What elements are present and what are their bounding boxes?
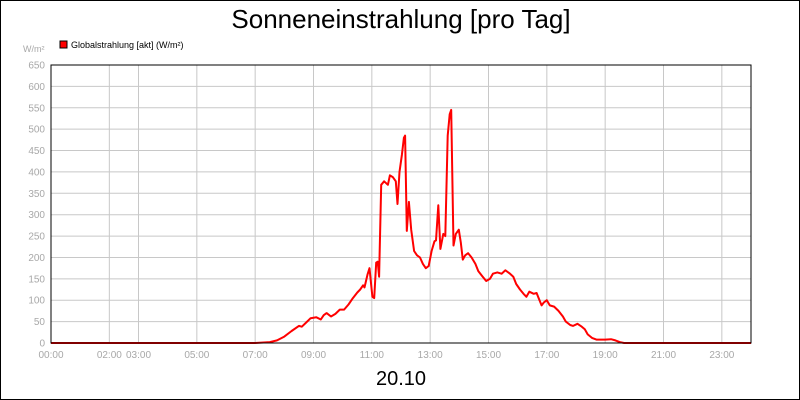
x-tick-label: 13:00 bbox=[418, 350, 443, 361]
legend-label-globalstrahlung: Globalstrahlung [akt] (W/m²) bbox=[71, 40, 184, 50]
y-tick-label: 150 bbox=[28, 274, 45, 285]
y-tick-label: 450 bbox=[28, 146, 45, 157]
x-tick-label: 11:00 bbox=[360, 350, 385, 361]
y-tick-label: 50 bbox=[34, 317, 46, 328]
legend: Globalstrahlung [akt] (W/m²) bbox=[59, 40, 184, 50]
x-tick-label: 19:00 bbox=[593, 350, 618, 361]
plot-border bbox=[50, 64, 752, 344]
y-tick-label: 100 bbox=[28, 296, 45, 307]
x-tick-label: 17:00 bbox=[534, 350, 559, 361]
x-axis-date-label: 20.10 bbox=[375, 368, 427, 390]
axis-tick-labels: 0 50 100 150 200 250 300 350 400 450 500 550 600 650 0… bbox=[28, 61, 734, 362]
x-tick-label: 02:00 bbox=[97, 350, 122, 361]
x-tick-label: 23:00 bbox=[709, 350, 734, 361]
x-tick-label: 03:00 bbox=[126, 350, 151, 361]
y-tick-label: 600 bbox=[28, 82, 45, 93]
y-tick-label: 550 bbox=[28, 103, 45, 114]
x-tick-label: 15:00 bbox=[476, 350, 501, 361]
series-lines bbox=[51, 108, 751, 344]
y-tick-label: 400 bbox=[28, 167, 45, 178]
y-tick-label: 250 bbox=[28, 232, 45, 243]
x-tick-label: 09:00 bbox=[301, 350, 326, 361]
y-tick-label: 650 bbox=[28, 61, 45, 72]
y-tick-label: 350 bbox=[28, 189, 45, 200]
legend-swatch bbox=[59, 40, 68, 49]
x-tick-label: 05:00 bbox=[184, 350, 209, 361]
y-tick-label: 0 bbox=[39, 339, 45, 350]
y-axis-unit-label: W/m² bbox=[23, 44, 45, 54]
series-line bbox=[51, 108, 751, 344]
y-tick-label: 300 bbox=[28, 210, 45, 221]
y-tick-label: 200 bbox=[28, 253, 45, 264]
x-tick-label: 07:00 bbox=[243, 350, 268, 361]
x-tick-label: 21:00 bbox=[651, 350, 676, 361]
grid-lines bbox=[50, 64, 751, 344]
x-tick-label: 00:00 bbox=[38, 350, 63, 361]
y-tick-label: 500 bbox=[28, 125, 45, 136]
chart-title: Sonneneinstrahlung [pro Tag] bbox=[231, 4, 571, 34]
